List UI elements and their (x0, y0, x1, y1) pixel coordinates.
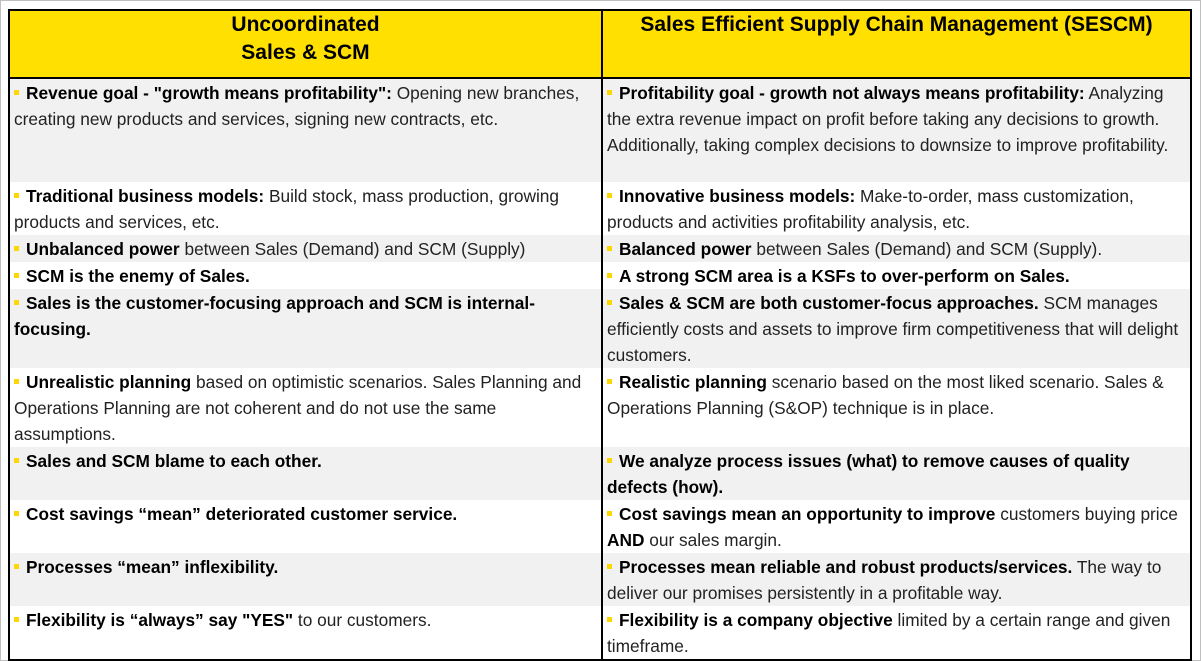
table-row: Unrealistic planning based on optimistic… (8, 368, 1192, 447)
table-row: Processes “mean” inflexibility. Processe… (8, 553, 1192, 606)
cell-left: Unrealistic planning based on optimistic… (8, 368, 603, 447)
table-row: Cost savings “mean” deteriorated custome… (8, 500, 1192, 553)
header-left-line2: Sales & SCM (241, 41, 370, 64)
table-row: Unbalanced power between Sales (Demand) … (8, 235, 1192, 262)
bullet-icon (14, 300, 19, 305)
cell-bold: Processes mean reliable and robust produ… (619, 557, 1073, 577)
cell-bold: Cost savings “mean” deteriorated custome… (26, 504, 458, 524)
cell-bold: Realistic planning (619, 372, 767, 392)
bullet-icon (607, 564, 612, 569)
bullet-icon (14, 564, 19, 569)
header-uncoordinated: Uncoordinated Sales & SCM (8, 9, 603, 79)
cell-bold: Sales & SCM are both customer-focus appr… (619, 293, 1039, 313)
table-row: Sales and SCM blame to each other. We an… (8, 447, 1192, 500)
bullet-icon (607, 246, 612, 251)
bullet-icon (14, 246, 19, 251)
cell-right: Realistic planning scenario based on the… (601, 368, 1192, 447)
cell-text: to our customers. (293, 610, 432, 630)
cell-bold: Flexibility is a company objective (619, 610, 893, 630)
table-row: SCM is the enemy of Sales. A strong SCM … (8, 262, 1192, 289)
cell-right: Cost savings mean an opportunity to impr… (601, 500, 1192, 553)
cell-left: Cost savings “mean” deteriorated custome… (8, 500, 603, 553)
bullet-icon (14, 90, 19, 95)
cell-right: Sales & SCM are both customer-focus appr… (601, 289, 1192, 368)
table-row: Traditional business models: Build stock… (8, 182, 1192, 235)
cell-bold-2: AND (607, 530, 645, 550)
cell-text: between Sales (Demand) and SCM (Supply) (179, 239, 526, 259)
cell-bold: Sales and SCM blame to each other. (26, 451, 322, 471)
table-row: Sales is the customer-focusing approach … (8, 289, 1192, 368)
cell-left: Processes “mean” inflexibility. (8, 553, 603, 606)
cell-right: Innovative business models: Make-to-orde… (601, 182, 1192, 235)
cell-left: Flexibility is “always” say "YES" to our… (8, 606, 603, 661)
cell-left: Unbalanced power between Sales (Demand) … (8, 235, 603, 262)
cell-left: Sales and SCM blame to each other. (8, 447, 603, 500)
cell-bold: A strong SCM area is a KSFs to over-perf… (619, 266, 1070, 286)
cell-bold: Balanced power (619, 239, 752, 259)
cell-right: A strong SCM area is a KSFs to over-perf… (601, 262, 1192, 289)
bullet-icon (14, 193, 19, 198)
cell-bold: Cost savings mean an opportunity to impr… (619, 504, 996, 524)
cell-right: Flexibility is a company objective limit… (601, 606, 1192, 661)
bullet-icon (607, 511, 612, 516)
bullet-icon (14, 379, 19, 384)
header-right: Sales Efficient Supply Chain Management … (640, 13, 1153, 36)
cell-bold: Profitability goal - growth not always m… (619, 83, 1085, 103)
cell-text: SCM manages efficiently costs and assets… (607, 293, 1179, 365)
cell-text: customers buying price (995, 504, 1178, 524)
table-row: Revenue goal - "growth means profitabili… (8, 78, 1192, 182)
cell-text: Make-to-order, mass customization, produ… (607, 186, 1134, 232)
cell-right: Processes mean reliable and robust produ… (601, 553, 1192, 606)
cell-text: based on optimistic scenarios. Sales Pla… (14, 372, 582, 444)
cell-text: scenario based on the most liked scenari… (607, 372, 1164, 418)
bullet-icon (14, 458, 19, 463)
cell-bold: Sales is the customer-focusing approach … (14, 293, 535, 339)
bullet-icon (607, 617, 612, 622)
cell-text: limited by a certain range and given tim… (607, 610, 1171, 656)
cell-bold: Traditional business models: (26, 186, 265, 206)
cell-bold: SCM is the enemy of Sales. (26, 266, 250, 286)
cell-right: Balanced power between Sales (Demand) an… (601, 235, 1192, 262)
cell-text: The way to deliver our promises persiste… (607, 557, 1162, 603)
cell-bold: We analyze process issues (what) to remo… (607, 451, 1130, 497)
cell-text: Build stock, mass production, growing pr… (14, 186, 560, 232)
cell-bold: Innovative business models: (619, 186, 856, 206)
header-sescm: Sales Efficient Supply Chain Management … (601, 9, 1192, 79)
cell-text-2: our sales margin. (644, 530, 782, 550)
bullet-icon (607, 379, 612, 384)
cell-right: Profitability goal - growth not always m… (601, 78, 1192, 182)
cell-left: Sales is the customer-focusing approach … (8, 289, 603, 368)
cell-left: Revenue goal - "growth means profitabili… (8, 78, 603, 182)
cell-right: We analyze process issues (what) to remo… (601, 447, 1192, 500)
cell-bold: Revenue goal - "growth means profitabili… (26, 83, 392, 103)
cell-text: Analyzing the extra revenue impact on pr… (607, 83, 1169, 155)
cell-bold: Flexibility is “always” say "YES" (26, 610, 294, 630)
cell-bold: Processes “mean” inflexibility. (26, 557, 279, 577)
bullet-icon (14, 511, 19, 516)
bullet-icon (607, 300, 612, 305)
bullet-icon (14, 273, 19, 278)
comparison-table: Uncoordinated Sales & SCM Sales Efficien… (8, 9, 1192, 661)
bullet-icon (607, 193, 612, 198)
table-row: Flexibility is “always” say "YES" to our… (8, 606, 1192, 661)
bullet-icon (607, 90, 612, 95)
header-left-line1: Uncoordinated (231, 13, 380, 36)
cell-text: Opening new branches, creating new produ… (14, 83, 580, 129)
cell-left: SCM is the enemy of Sales. (8, 262, 603, 289)
cell-bold: Unrealistic planning (26, 372, 192, 392)
cell-left: Traditional business models: Build stock… (8, 182, 603, 235)
cell-bold: Unbalanced power (26, 239, 180, 259)
bullet-icon (14, 617, 19, 622)
bullet-icon (607, 273, 612, 278)
cell-text: between Sales (Demand) and SCM (Supply). (751, 239, 1103, 259)
bullet-icon (607, 458, 612, 463)
